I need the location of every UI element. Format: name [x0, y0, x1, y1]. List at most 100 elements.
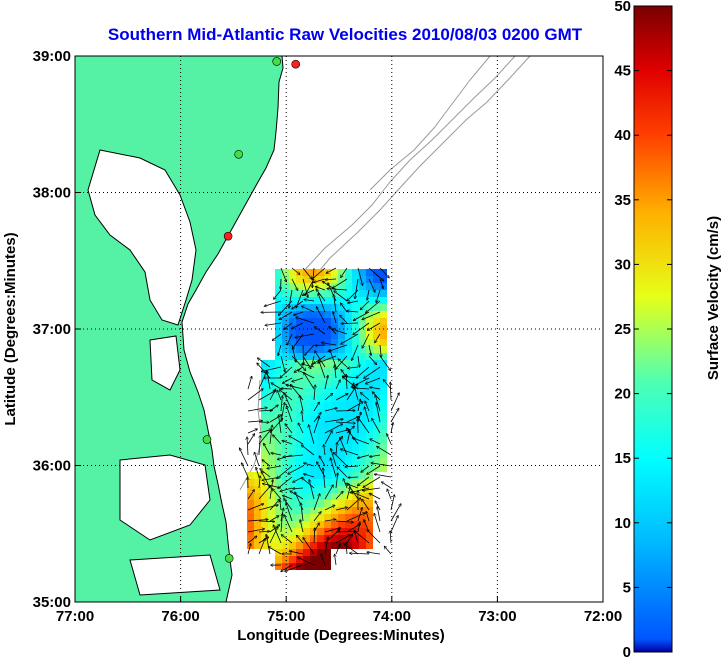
velocity-cell [275, 346, 282, 353]
velocity-arrow [353, 383, 359, 401]
velocity-cell [310, 367, 317, 374]
velocity-cell [324, 367, 331, 374]
velocity-cell [303, 388, 310, 395]
velocity-cell [289, 472, 296, 479]
velocity-cell [268, 542, 275, 549]
velocity-arrow [319, 456, 326, 467]
velocity-cell [338, 500, 345, 507]
velocity-cell [282, 297, 289, 304]
velocity-cell [296, 458, 303, 465]
velocity-arrow [341, 333, 359, 344]
velocity-cell [310, 311, 317, 318]
velocity-cell [352, 465, 359, 472]
velocity-cell [359, 514, 366, 521]
velocity-cell [324, 360, 331, 367]
velocity-cell [359, 500, 366, 507]
velocity-cell [352, 409, 359, 416]
velocity-cell [275, 500, 282, 507]
velocity-cell [338, 353, 345, 360]
velocity-cell [310, 437, 317, 444]
velocity-arrow [314, 385, 315, 401]
velocity-arrow [379, 278, 383, 288]
velocity-cell [324, 549, 331, 556]
velocity-cell [254, 542, 261, 549]
velocity-arrow [362, 499, 370, 511]
velocity-cell [345, 381, 352, 388]
velocity-cell [289, 535, 296, 542]
velocity-cell [317, 283, 324, 290]
velocity-arrow [368, 344, 371, 355]
velocity-cell [261, 423, 268, 430]
velocity-cell [359, 416, 366, 423]
velocity-cell [324, 556, 331, 563]
velocity-cell [324, 493, 331, 500]
velocity-cell [275, 507, 282, 514]
velocity-cell [310, 346, 317, 353]
velocity-arrow [334, 365, 336, 379]
velocity-cell [310, 486, 317, 493]
velocity-cell [261, 486, 268, 493]
colorbar-ticks: 0 5 10 15 20 25 30 35 40 45 50 [614, 0, 672, 659]
velocity-cell [296, 430, 303, 437]
colorbar-label: Surface Velocity (cm/s) [705, 216, 722, 380]
velocity-cell [317, 430, 324, 437]
velocity-cell [317, 535, 324, 542]
velocity-arrow [315, 287, 326, 291]
velocity-cell [338, 514, 345, 521]
velocity-cell [331, 318, 338, 325]
velocity-arrow [247, 389, 263, 401]
velocity-cell [366, 381, 373, 388]
latitude-ticks: 39:00 38:00 37:00 36:00 35:00 [33, 48, 81, 611]
velocity-cell [338, 290, 345, 297]
colorbar-scale [633, 5, 673, 653]
velocity-cell [282, 521, 289, 528]
velocity-arrow [352, 344, 359, 360]
velocity-cell [261, 500, 268, 507]
velocity-cell [338, 451, 345, 458]
velocity-cell [317, 437, 324, 444]
velocity-arrow [335, 355, 348, 369]
velocity-arrow [297, 557, 315, 566]
velocity-cell [352, 479, 359, 486]
velocity-cell [324, 318, 331, 325]
velocity-arrow [277, 465, 293, 479]
velocity-arrow [258, 521, 275, 522]
velocity-cell [296, 514, 303, 521]
velocity-cell [261, 493, 268, 500]
velocity-cell [345, 507, 352, 514]
velocity-cell [282, 472, 289, 479]
velocity-cell [366, 465, 373, 472]
velocity-cell [359, 276, 366, 283]
velocity-cell [310, 297, 317, 304]
velocity-cell [359, 409, 366, 416]
velocity-cell [324, 395, 331, 402]
velocity-cell [331, 472, 338, 479]
velocity-arrow [346, 431, 350, 445]
velocity-cell [289, 549, 296, 556]
velocity-cell [331, 465, 338, 472]
velocity-arrow [312, 267, 326, 279]
velocity-arrow [347, 428, 359, 445]
velocity-arrow [271, 453, 282, 456]
velocity-cell [352, 367, 359, 374]
velocity-cell [261, 451, 268, 458]
velocity-cell [303, 409, 310, 416]
velocity-cell [303, 444, 310, 451]
velocity-cell [261, 395, 268, 402]
velocity-cell [317, 402, 324, 409]
velocity-arrow [390, 393, 399, 412]
velocity-cell [373, 360, 380, 367]
velocity-cell [359, 360, 366, 367]
velocity-cell [331, 507, 338, 514]
colorbar-tick-label: 50 [614, 0, 631, 15]
velocity-cell [366, 444, 373, 451]
velocity-cell [247, 535, 254, 542]
velocity-arrow [247, 536, 257, 544]
velocity-arrow [364, 407, 370, 423]
velocity-cell [366, 388, 373, 395]
colorbar-tick-label: 15 [614, 450, 631, 467]
velocity-cell [324, 507, 331, 514]
velocity-cell [338, 409, 345, 416]
velocity-cell [310, 423, 317, 430]
velocity-cell [268, 472, 275, 479]
